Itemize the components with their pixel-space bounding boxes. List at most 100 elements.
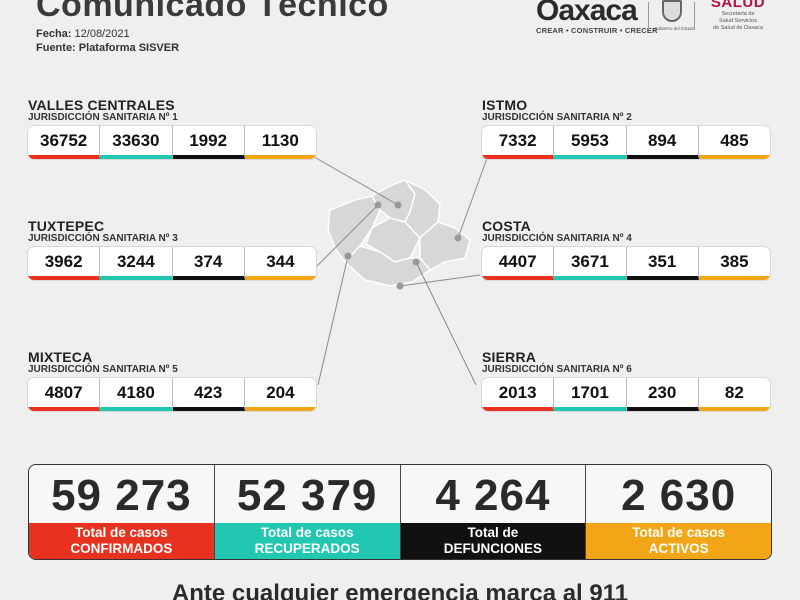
recovered-count: 3671 xyxy=(554,247,627,280)
total-label-line1: Total de casos xyxy=(260,525,354,540)
region-name: SIERRA xyxy=(482,349,537,365)
total-confirmed: 59 273 Total de casos CONFIRMADOS xyxy=(29,465,215,559)
deaths-count: 351 xyxy=(626,247,699,280)
region-name: TUXTEPEC xyxy=(28,218,105,234)
region-stats: 3962 3244 374 344 xyxy=(28,247,316,280)
date-value: 12/08/2021 xyxy=(74,28,130,40)
map-region-mixteca xyxy=(327,195,381,264)
total-active-label: Total de casos ACTIVOS xyxy=(586,523,771,559)
connector-line xyxy=(317,255,349,386)
connector-line xyxy=(399,274,481,287)
deaths-count: 894 xyxy=(626,126,699,159)
region-card-sierra: SIERRA JURISDICCIÓN SANITARIA Nº 6 2013 … xyxy=(482,349,770,411)
total-active: 2 630 Total de casos ACTIVOS xyxy=(586,465,771,559)
recovered-count: 1701 xyxy=(554,378,627,411)
recovered-count: 5953 xyxy=(554,126,627,159)
total-active-value: 2 630 xyxy=(621,471,737,520)
region-card-costa: COSTA JURISDICCIÓN SANITARIA Nº 4 4407 3… xyxy=(482,218,770,280)
region-card-mixteca: MIXTECA JURISDICCIÓN SANITARIA Nº 5 4807… xyxy=(28,349,316,411)
region-card-istmo: ISTMO JURISDICCIÓN SANITARIA Nº 2 7332 5… xyxy=(482,97,770,159)
logo-divider xyxy=(694,2,695,30)
total-label-line2: CONFIRMADOS xyxy=(70,541,173,556)
total-recovered-label: Total de casos RECUPERADOS xyxy=(214,523,400,559)
page-title: Comunicado Técnico xyxy=(36,0,389,24)
report-source: Fuente: Plataforma SISVER xyxy=(36,42,179,54)
salud-logo-sub: Salud Servicios xyxy=(719,18,757,24)
region-stats: 4807 4180 423 204 xyxy=(28,378,316,411)
total-label-line1: Total de casos xyxy=(632,525,726,540)
source-label: Fuente: xyxy=(36,42,76,54)
active-count: 204 xyxy=(244,378,316,411)
map-region-istmo xyxy=(419,221,471,271)
region-stats: 7332 5953 894 485 xyxy=(482,126,770,159)
recovered-count: 4180 xyxy=(100,378,173,411)
map-marker xyxy=(394,201,402,209)
state-seal-logo: Gobierno del Estado xyxy=(654,0,696,31)
connector-line xyxy=(301,149,399,206)
active-count: 1130 xyxy=(244,126,316,159)
region-name: MIXTECA xyxy=(28,349,93,365)
total-label-line2: RECUPERADOS xyxy=(254,541,360,556)
active-count: 344 xyxy=(244,247,316,280)
confirmed-count: 4807 xyxy=(28,378,101,411)
deaths-count: 423 xyxy=(172,378,245,411)
confirmed-count: 2013 xyxy=(482,378,555,411)
date-label: Fecha: xyxy=(36,28,72,40)
total-confirmed-label: Total de casos CONFIRMADOS xyxy=(29,523,214,559)
recovered-count: 3244 xyxy=(100,247,173,280)
map-marker xyxy=(396,282,404,290)
deaths-count: 230 xyxy=(626,378,699,411)
map-marker xyxy=(412,258,420,266)
region-name: ISTMO xyxy=(482,97,528,113)
active-count: 485 xyxy=(698,126,770,159)
region-jurisdiction: JURISDICCIÓN SANITARIA Nº 3 xyxy=(28,233,178,244)
region-name: COSTA xyxy=(482,218,531,234)
oaxaca-logo-tagline: CREAR • CONSTRUIR • CRECER xyxy=(536,26,658,35)
region-stats: 4407 3671 351 385 xyxy=(482,247,770,280)
seal-caption: Gobierno del Estado xyxy=(654,26,696,31)
total-deaths: 4 264 Total de DEFUNCIONES xyxy=(400,465,587,559)
map-marker xyxy=(344,252,352,260)
region-card-tuxtepec: TUXTEPEC JURISDICCIÓN SANITARIA Nº 3 396… xyxy=(28,218,316,280)
map-region-tuxtepec xyxy=(370,179,416,223)
total-recovered: 52 379 Total de casos RECUPERADOS xyxy=(214,465,401,559)
active-count: 385 xyxy=(698,247,770,280)
logo-divider xyxy=(648,2,649,30)
map-region-costa xyxy=(343,245,432,287)
report-date: Fecha: 12/08/2021 xyxy=(36,28,130,40)
total-recovered-value: 52 379 xyxy=(236,471,378,520)
region-jurisdiction: JURISDICCIÓN SANITARIA Nº 1 xyxy=(28,112,178,123)
region-stats: 36752 33630 1992 1130 xyxy=(28,126,316,159)
confirmed-count: 7332 xyxy=(482,126,555,159)
oaxaca-logo-word: Oaxaca xyxy=(536,0,638,27)
connector-line xyxy=(415,261,477,386)
confirmed-count: 36752 xyxy=(28,126,101,159)
oaxaca-logo: Oaxaca CREAR • CONSTRUIR • CRECER xyxy=(536,0,658,35)
total-deaths-value: 4 264 xyxy=(435,471,551,520)
recovered-count: 33630 xyxy=(100,126,173,159)
active-count: 82 xyxy=(698,378,770,411)
deaths-count: 374 xyxy=(172,247,245,280)
confirmed-count: 3962 xyxy=(28,247,101,280)
salud-logo-sub: de Salud de Oaxaca xyxy=(713,25,763,31)
total-label-line2: ACTIVOS xyxy=(648,541,709,556)
source-value: Plataforma SISVER xyxy=(78,42,180,54)
total-label-line1: Total de casos xyxy=(74,525,168,540)
totals-panel: 59 273 Total de casos CONFIRMADOS 52 379… xyxy=(28,464,772,560)
connector-line xyxy=(307,204,379,276)
salud-logo: SALUD Secretaría de Salud Servicios de S… xyxy=(698,0,778,32)
map-region-sierra xyxy=(404,179,441,240)
region-stats: 2013 1701 230 82 xyxy=(482,378,770,411)
region-jurisdiction: JURISDICCIÓN SANITARIA Nº 6 xyxy=(482,364,632,375)
salud-logo-sub: Secretaría de xyxy=(721,11,755,17)
total-deaths-label: Total de DEFUNCIONES xyxy=(400,523,586,559)
region-name: VALLES CENTRALES xyxy=(28,97,175,113)
region-jurisdiction: JURISDICCIÓN SANITARIA Nº 4 xyxy=(482,233,632,244)
map-marker xyxy=(374,201,382,209)
total-confirmed-value: 59 273 xyxy=(51,471,192,520)
region-jurisdiction: JURISDICCIÓN SANITARIA Nº 2 xyxy=(482,112,632,123)
region-card-valles-centrales: VALLES CENTRALES JURISDICCIÓN SANITARIA … xyxy=(28,97,316,159)
confirmed-count: 4407 xyxy=(482,247,555,280)
region-jurisdiction: JURISDICCIÓN SANITARIA Nº 5 xyxy=(28,364,178,375)
map-region-valles xyxy=(365,217,421,263)
